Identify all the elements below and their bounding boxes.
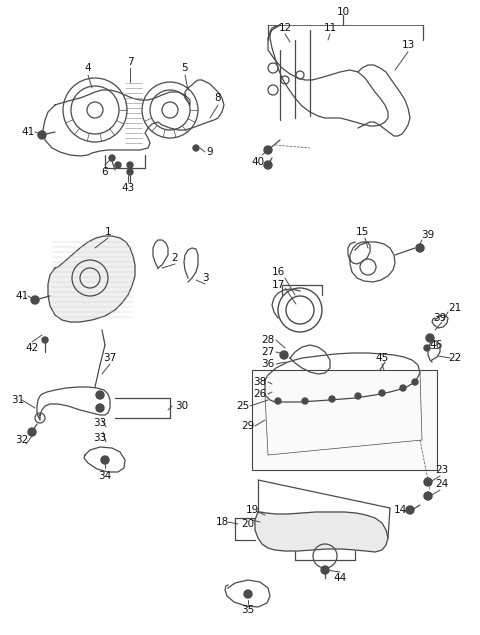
Circle shape: [31, 296, 39, 304]
Text: 33: 33: [94, 433, 107, 443]
Circle shape: [38, 131, 46, 139]
Circle shape: [400, 385, 406, 391]
Text: 7: 7: [127, 57, 133, 67]
Bar: [252, 370, 437, 470]
Text: 21: 21: [448, 303, 462, 313]
Circle shape: [127, 162, 133, 168]
Circle shape: [101, 456, 109, 464]
Circle shape: [321, 566, 329, 574]
Circle shape: [109, 155, 115, 161]
Text: 26: 26: [253, 389, 266, 399]
Text: 39: 39: [421, 230, 434, 240]
Text: 30: 30: [175, 401, 189, 411]
Text: 13: 13: [401, 40, 415, 50]
Text: 28: 28: [262, 335, 275, 345]
Text: 6: 6: [102, 167, 108, 177]
Circle shape: [329, 396, 335, 402]
Circle shape: [115, 162, 121, 168]
Text: 24: 24: [435, 479, 449, 489]
Circle shape: [412, 379, 418, 385]
Circle shape: [244, 590, 252, 598]
Circle shape: [426, 334, 434, 342]
Text: 11: 11: [324, 23, 336, 33]
Text: 43: 43: [121, 183, 134, 193]
Text: 19: 19: [245, 505, 259, 515]
Circle shape: [416, 244, 424, 252]
Text: 2: 2: [172, 253, 178, 263]
Text: 3: 3: [202, 273, 208, 283]
Circle shape: [96, 391, 104, 399]
Circle shape: [28, 428, 36, 436]
Text: 17: 17: [271, 280, 285, 290]
Text: 32: 32: [15, 435, 29, 445]
Circle shape: [302, 398, 308, 404]
Text: 40: 40: [252, 157, 264, 167]
Text: 37: 37: [103, 353, 117, 363]
Circle shape: [193, 145, 199, 151]
Circle shape: [424, 492, 432, 500]
Circle shape: [127, 169, 133, 175]
Circle shape: [355, 393, 361, 399]
Text: 23: 23: [435, 465, 449, 475]
Text: 41: 41: [22, 127, 35, 137]
Text: 44: 44: [334, 573, 347, 583]
Text: 20: 20: [241, 519, 254, 529]
Text: 41: 41: [15, 291, 29, 301]
Text: 4: 4: [84, 63, 91, 73]
Text: 5: 5: [182, 63, 188, 73]
Text: 29: 29: [241, 421, 254, 431]
Text: 31: 31: [12, 395, 24, 405]
Text: 34: 34: [98, 471, 112, 481]
Text: 36: 36: [262, 359, 275, 369]
Circle shape: [406, 506, 414, 514]
Text: 10: 10: [336, 7, 349, 17]
Text: 39: 39: [433, 313, 446, 323]
Circle shape: [424, 478, 432, 486]
Text: 12: 12: [278, 23, 292, 33]
Text: 22: 22: [448, 353, 462, 363]
Text: 18: 18: [216, 517, 228, 527]
Text: 15: 15: [355, 227, 369, 237]
Circle shape: [96, 404, 104, 412]
Circle shape: [264, 146, 272, 154]
Text: 16: 16: [271, 267, 285, 277]
Circle shape: [264, 161, 272, 169]
Text: 9: 9: [207, 147, 213, 157]
Text: 38: 38: [253, 377, 266, 387]
Text: 33: 33: [94, 418, 107, 428]
Polygon shape: [255, 512, 388, 552]
Text: 14: 14: [394, 505, 407, 515]
Circle shape: [280, 351, 288, 359]
Text: 42: 42: [25, 343, 38, 353]
Text: 25: 25: [236, 401, 250, 411]
Text: 46: 46: [430, 340, 443, 350]
Polygon shape: [48, 236, 135, 322]
Text: 27: 27: [262, 347, 275, 357]
Circle shape: [379, 390, 385, 396]
Circle shape: [275, 398, 281, 404]
Text: 1: 1: [105, 227, 111, 237]
Circle shape: [424, 345, 430, 351]
Circle shape: [42, 337, 48, 343]
Text: 35: 35: [241, 605, 254, 615]
Text: 45: 45: [375, 353, 389, 363]
Text: 8: 8: [215, 93, 221, 103]
